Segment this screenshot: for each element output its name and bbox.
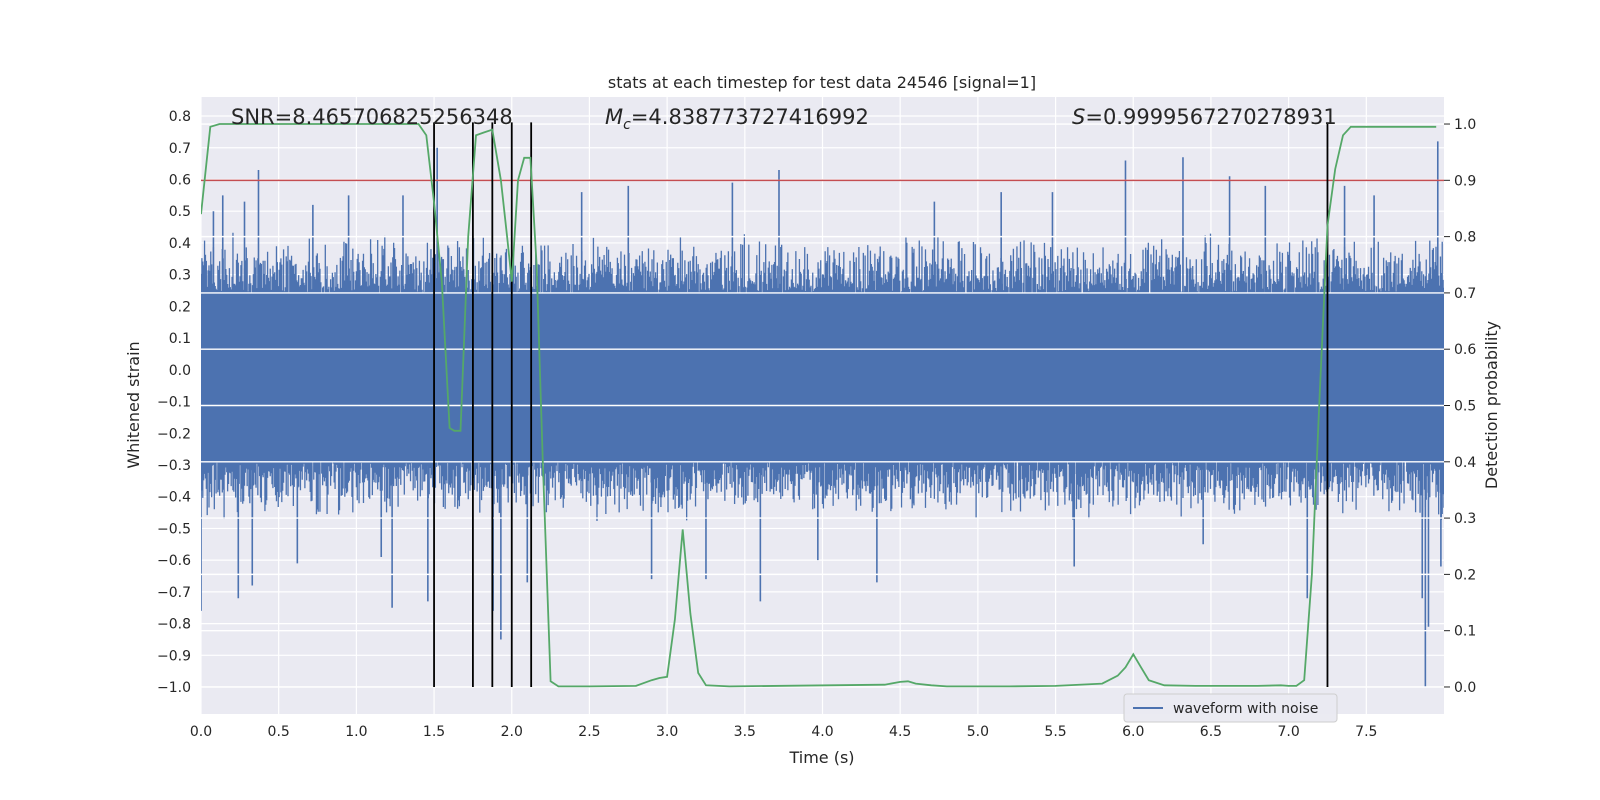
y-tick-label: 0.5 [169,204,191,220]
y-tick-label: −0.2 [157,426,191,442]
chirp-mass-symbol: M [605,105,623,129]
y-tick-label: 0.0 [169,363,191,379]
y-tick-label: −0.7 [157,585,191,601]
x-tick-label: 0.5 [268,724,290,740]
x-tick-label: 7.0 [1277,724,1299,740]
score-annotation: S=0.9999567270278931 [1072,105,1337,129]
strain-noise [201,232,1444,521]
y-tick-label: −0.5 [157,521,191,537]
y2-tick-label: 0.5 [1454,399,1476,415]
x-tick-label: 4.0 [811,724,833,740]
y-ticks: 0.8 0.7 0.6 0.5 0.4 0.3 0.2 0.1 0.0 −0.1 −0.2 −0.3 −… [157,109,191,696]
y-tick-label: −0.8 [157,617,191,633]
y-tick-label: 0.8 [169,109,191,125]
x-tick-label: 5.0 [967,724,989,740]
y2-tick-label: 0.7 [1454,286,1476,302]
y-tick-label: 0.7 [169,141,191,157]
y-tick-label: 0.1 [169,331,191,347]
chirp-mass-annotation: Mc=4.838773727416992 [605,105,869,133]
y-tick-label: −0.9 [157,648,191,664]
y2-tick-label: 1.0 [1454,117,1476,133]
y-tick-label: 0.3 [169,268,191,284]
x-tick-label: 6.0 [1122,724,1144,740]
y2-tick-label: 0.0 [1454,680,1476,696]
x-ticks: 0.0 0.5 1.0 1.5 2.0 2.5 3.0 3.5 4.0 4.5 5.0 5.5 6.0 6… [190,724,1378,740]
x-tick-label: 5.5 [1044,724,1066,740]
y-tick-label: −1.0 [157,680,191,696]
x-tick-label: 1.5 [423,724,445,740]
y-axis-label: Whitened strain [124,341,143,468]
y-tick-label: −0.1 [157,395,191,411]
x-axis-label: Time (s) [788,748,854,767]
y2-ticks: 1.0 0.9 0.8 0.7 0.6 0.5 0.4 0.3 0.2 0.1 0.0 [1444,117,1476,696]
y2-axis-label: Detection probability [1482,321,1501,489]
x-tick-label: 3.5 [734,724,756,740]
chirp-mass-value: =4.838773727416992 [631,105,869,129]
chart-title: stats at each timestep for test data 245… [608,73,1036,92]
x-tick-label: 6.5 [1200,724,1222,740]
legend-box [1123,693,1338,723]
x-tick-label: 2.0 [501,724,523,740]
x-tick-label: 0.0 [190,724,212,740]
strain-series [201,141,1444,688]
score-value: =0.9999567270278931 [1085,105,1336,129]
y2-tick-label: 0.6 [1454,342,1476,358]
y-tick-label: 0.6 [169,172,191,188]
chirp-mass-subscript: c [623,117,631,133]
y2-tick-label: 0.3 [1454,511,1476,527]
y2-tick-label: 0.1 [1454,624,1476,640]
legend: waveform with noise [1123,693,1338,723]
legend-label: waveform with noise [1173,701,1318,717]
y-tick-label: −0.4 [157,490,191,506]
detection-probability-line [201,123,1437,688]
y-tick-label: 0.4 [169,236,191,252]
y2-tick-label: 0.9 [1454,173,1476,189]
x-tick-label: 2.5 [578,724,600,740]
x-tick-label: 3.0 [656,724,678,740]
y-tick-label: −0.3 [157,458,191,474]
snr-annotation: SNR=8.465706825256348 [231,105,513,129]
y-tick-label: −0.6 [157,553,191,569]
x-tick-label: 4.5 [889,724,911,740]
y2-tick-label: 0.2 [1454,567,1476,583]
plot-content [201,122,1444,688]
y2-tick-label: 0.8 [1454,230,1476,246]
x-tick-label: 1.0 [345,724,367,740]
y2-tick-label: 0.4 [1454,455,1476,471]
y-tick-label: 0.2 [169,299,191,315]
score-symbol: S [1072,105,1085,129]
x-tick-label: 7.5 [1355,724,1377,740]
marker-vlines [433,122,1329,688]
